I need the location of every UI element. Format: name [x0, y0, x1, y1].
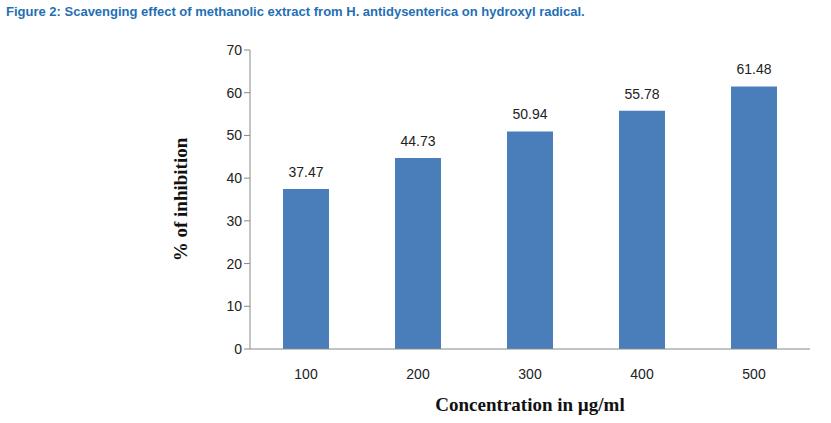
svg-text:500: 500: [742, 366, 766, 382]
svg-text:61.48: 61.48: [736, 61, 771, 77]
svg-text:200: 200: [406, 366, 430, 382]
svg-text:60: 60: [226, 85, 242, 101]
svg-text:50.94: 50.94: [512, 106, 547, 122]
svg-text:100: 100: [294, 366, 318, 382]
svg-text:0: 0: [234, 341, 242, 357]
svg-text:300: 300: [518, 366, 542, 382]
svg-text:40: 40: [226, 170, 242, 186]
svg-text:55.78: 55.78: [624, 86, 659, 102]
svg-text:37.47: 37.47: [288, 164, 323, 180]
html-text:Figure 2: Scavenging effect of: Figure 2: Scavenging effect of methanoli…: [6, 4, 585, 19]
svg-text:10: 10: [226, 298, 242, 314]
svg-text:400: 400: [630, 366, 654, 382]
svg-text:20: 20: [226, 256, 242, 272]
svg-text:70: 70: [226, 42, 242, 58]
svg-text:% of inhibition: % of inhibition: [170, 137, 191, 261]
svg-text:Concentration in µg/ml: Concentration in µg/ml: [435, 394, 624, 415]
svg-text:44.73: 44.73: [400, 133, 435, 149]
svg-text:50: 50: [226, 127, 242, 143]
svg-text:30: 30: [226, 213, 242, 229]
